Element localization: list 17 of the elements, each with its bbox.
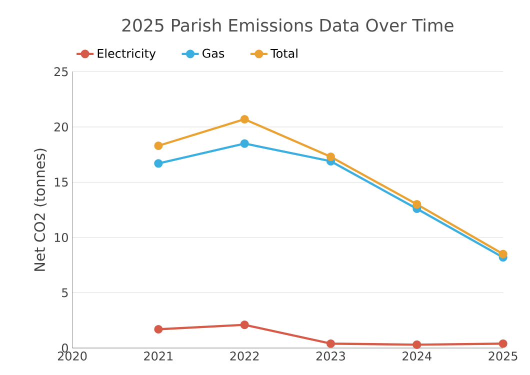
y-tick-label: 25 bbox=[54, 67, 68, 76]
legend-label: Gas bbox=[202, 48, 224, 58]
legend-label: Total bbox=[270, 48, 298, 58]
chart-title: 2025 Parish Emissions Data Over Time bbox=[122, 18, 454, 32]
x-tick-label: 2023 bbox=[316, 352, 345, 361]
y-tick-label: 15 bbox=[54, 178, 68, 187]
x-tick-label: 2021 bbox=[144, 352, 173, 361]
y-tick-label: 20 bbox=[54, 122, 68, 132]
y-axis-title: Net CO2 (tonnes) bbox=[34, 148, 47, 271]
x-tick-label: 2024 bbox=[402, 352, 432, 361]
x-tick-label: 2022 bbox=[230, 352, 259, 361]
x-tick-label: 2020 bbox=[58, 352, 87, 361]
y-tick-label: 0 bbox=[62, 344, 68, 353]
y-tick-label: 10 bbox=[54, 232, 68, 242]
y-tick-label: 5 bbox=[62, 288, 68, 298]
x-tick-label: 2025 bbox=[488, 352, 518, 361]
legend-label: Electricity bbox=[98, 48, 156, 60]
